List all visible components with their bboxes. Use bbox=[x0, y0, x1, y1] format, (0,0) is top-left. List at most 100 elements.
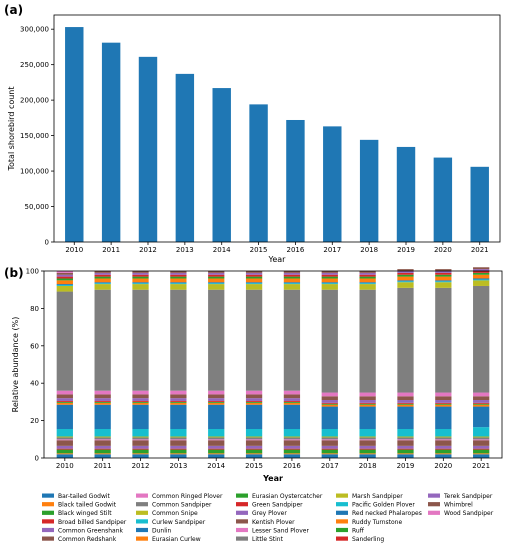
chart-b-yticks: 0 20 40 60 80 100 bbox=[26, 268, 44, 463]
legend-swatch bbox=[236, 502, 248, 507]
chart-b-segment-2015-0 bbox=[245, 454, 263, 458]
chart-b-segment-2015-2 bbox=[245, 449, 263, 454]
chart-b-ytick-label: 100 bbox=[26, 268, 39, 276]
chart-b-xtick-label: 2020 bbox=[434, 462, 452, 470]
chart-b-segment-2018-16 bbox=[359, 392, 376, 397]
chart-b-segment-2018-5 bbox=[359, 440, 376, 446]
chart-b-segment-2017-9 bbox=[321, 429, 338, 437]
chart-b-segment-2017-10 bbox=[321, 406, 338, 430]
chart-b-segment-2016-12 bbox=[283, 401, 301, 403]
chart-b-segment-2013-17 bbox=[170, 289, 187, 391]
chart-b-xtick-label: 2014 bbox=[207, 462, 225, 470]
chart-b-segment-2019-23 bbox=[397, 272, 414, 275]
chart-a-xtick-label: 2014 bbox=[213, 246, 231, 254]
chart-b-segment-2019-1 bbox=[397, 453, 414, 455]
chart-b-segment-2018-25 bbox=[359, 271, 376, 273]
chart-a-bar-2010 bbox=[65, 27, 84, 243]
chart-b-segment-2017-17 bbox=[321, 289, 338, 393]
chart-b-segment-2016-14 bbox=[283, 398, 301, 401]
chart-b-segment-2021-10 bbox=[473, 406, 490, 428]
chart-b-segment-2018-2 bbox=[359, 449, 376, 454]
chart-a-ytick-label: 0 bbox=[45, 239, 49, 247]
chart-b-segment-2019-8 bbox=[397, 436, 414, 438]
chart-b-segment-2015-24 bbox=[245, 272, 263, 275]
chart-b-segment-2021-0 bbox=[473, 454, 490, 458]
legend-label: Little Stint bbox=[252, 536, 284, 543]
chart-b-segment-2010-19 bbox=[56, 285, 73, 286]
chart-b-segment-2011-17 bbox=[94, 289, 111, 391]
chart-b-segment-2016-13 bbox=[283, 400, 301, 402]
chart-b-segment-2010-4 bbox=[56, 445, 73, 449]
chart-b-segment-2010-16 bbox=[56, 390, 73, 395]
chart-b-segment-2021-3 bbox=[473, 448, 490, 450]
chart-b-segment-2018-7 bbox=[359, 437, 376, 440]
chart-b-xtick-label: 2013 bbox=[169, 462, 187, 470]
chart-b-segment-2015-16 bbox=[245, 390, 263, 395]
chart-b-segment-2017-1 bbox=[321, 453, 338, 455]
chart-b-segment-2014-11 bbox=[208, 402, 225, 405]
chart-b-segment-2020-0 bbox=[435, 454, 452, 458]
chart-b-segment-2011-18 bbox=[94, 284, 111, 290]
chart-b-segment-2015-11 bbox=[245, 402, 263, 405]
chart-b-segment-2013-22 bbox=[170, 276, 187, 279]
chart-a-xtick-label: 2018 bbox=[360, 246, 378, 254]
chart-b-segment-2015-12 bbox=[245, 401, 263, 403]
chart-b-segment-2015-6 bbox=[245, 439, 263, 441]
chart-b-segment-2018-15 bbox=[359, 396, 376, 401]
chart-b-segment-2014-21 bbox=[208, 278, 225, 283]
chart-b-segment-2013-14 bbox=[170, 398, 187, 401]
chart-a-xtick-label: 2021 bbox=[471, 246, 489, 254]
chart-b-segment-2014-15 bbox=[208, 394, 225, 399]
chart-b-segment-2018-17 bbox=[359, 289, 376, 393]
chart-a-bar-2019 bbox=[396, 146, 416, 242]
chart-b-segment-2012-11 bbox=[132, 402, 149, 405]
chart-b-segment-2018-8 bbox=[359, 436, 376, 438]
chart-b-segment-2017-3 bbox=[321, 448, 338, 450]
chart-b-segment-2018-0 bbox=[359, 454, 376, 458]
chart-b-segment-2012-4 bbox=[132, 445, 149, 449]
chart-b-ytick-label: 0 bbox=[35, 455, 39, 463]
legend-label: Common Greenshank bbox=[58, 527, 124, 534]
chart-b-segment-2012-2 bbox=[132, 449, 149, 454]
chart-b-segment-2011-6 bbox=[94, 439, 111, 441]
chart-b-segment-2010-21 bbox=[56, 280, 73, 285]
chart-b-segment-2017-14 bbox=[321, 400, 338, 403]
chart-b-segment-2016-0 bbox=[283, 454, 301, 458]
chart-a-xtick-label: 2013 bbox=[176, 246, 194, 254]
chart-b-segment-2014-4 bbox=[208, 445, 225, 449]
chart-b-segment-2019-5 bbox=[397, 440, 414, 446]
chart-b-segment-2018-10 bbox=[359, 406, 376, 430]
legend-label: Common Sandpiper bbox=[152, 502, 212, 509]
chart-b-segment-2021-22 bbox=[473, 272, 490, 275]
chart-b-segment-2011-0 bbox=[94, 454, 111, 458]
chart-a-bar-2021 bbox=[470, 166, 489, 242]
chart-b-segment-2018-13 bbox=[359, 402, 376, 404]
chart-b-segment-2021-15 bbox=[473, 396, 490, 401]
chart-b-segment-2011-20 bbox=[94, 282, 111, 284]
chart-b-segment-2012-9 bbox=[132, 429, 149, 437]
chart-b-segment-2015-21 bbox=[245, 278, 263, 283]
chart-b-segment-2014-6 bbox=[208, 439, 225, 441]
chart-a: (a) 0 50,000 100,000 150,000 200,000 250,000 3… bbox=[4, 3, 501, 264]
chart-a-bars bbox=[65, 27, 489, 243]
legend-swatch bbox=[42, 527, 54, 533]
chart-b-segment-2014-9 bbox=[208, 429, 225, 437]
chart-b-segment-2010-8 bbox=[56, 436, 73, 438]
chart-b-segment-2017-20 bbox=[321, 282, 338, 284]
chart-b-segment-2020-6 bbox=[435, 439, 452, 441]
chart-b-segment-2013-7 bbox=[170, 437, 187, 440]
chart-b-segment-2019-4 bbox=[397, 445, 414, 449]
chart-b-segment-2014-17 bbox=[208, 289, 225, 391]
chart-b-segment-2020-12 bbox=[435, 403, 452, 405]
chart-a-xtick-label: 2019 bbox=[397, 246, 415, 254]
chart-b-segment-2012-1 bbox=[132, 453, 149, 455]
chart-b-segment-2012-12 bbox=[132, 401, 149, 403]
chart-b-segment-2010-5 bbox=[56, 440, 73, 446]
legend-label: Dunlin bbox=[152, 527, 172, 534]
chart-b-segment-2016-2 bbox=[283, 449, 301, 454]
chart-b-segment-2016-19 bbox=[283, 283, 301, 285]
chart-b-segment-2015-7 bbox=[245, 437, 263, 440]
panel-label-b: (b) bbox=[4, 266, 24, 280]
chart-b-segment-2013-10 bbox=[170, 404, 187, 430]
